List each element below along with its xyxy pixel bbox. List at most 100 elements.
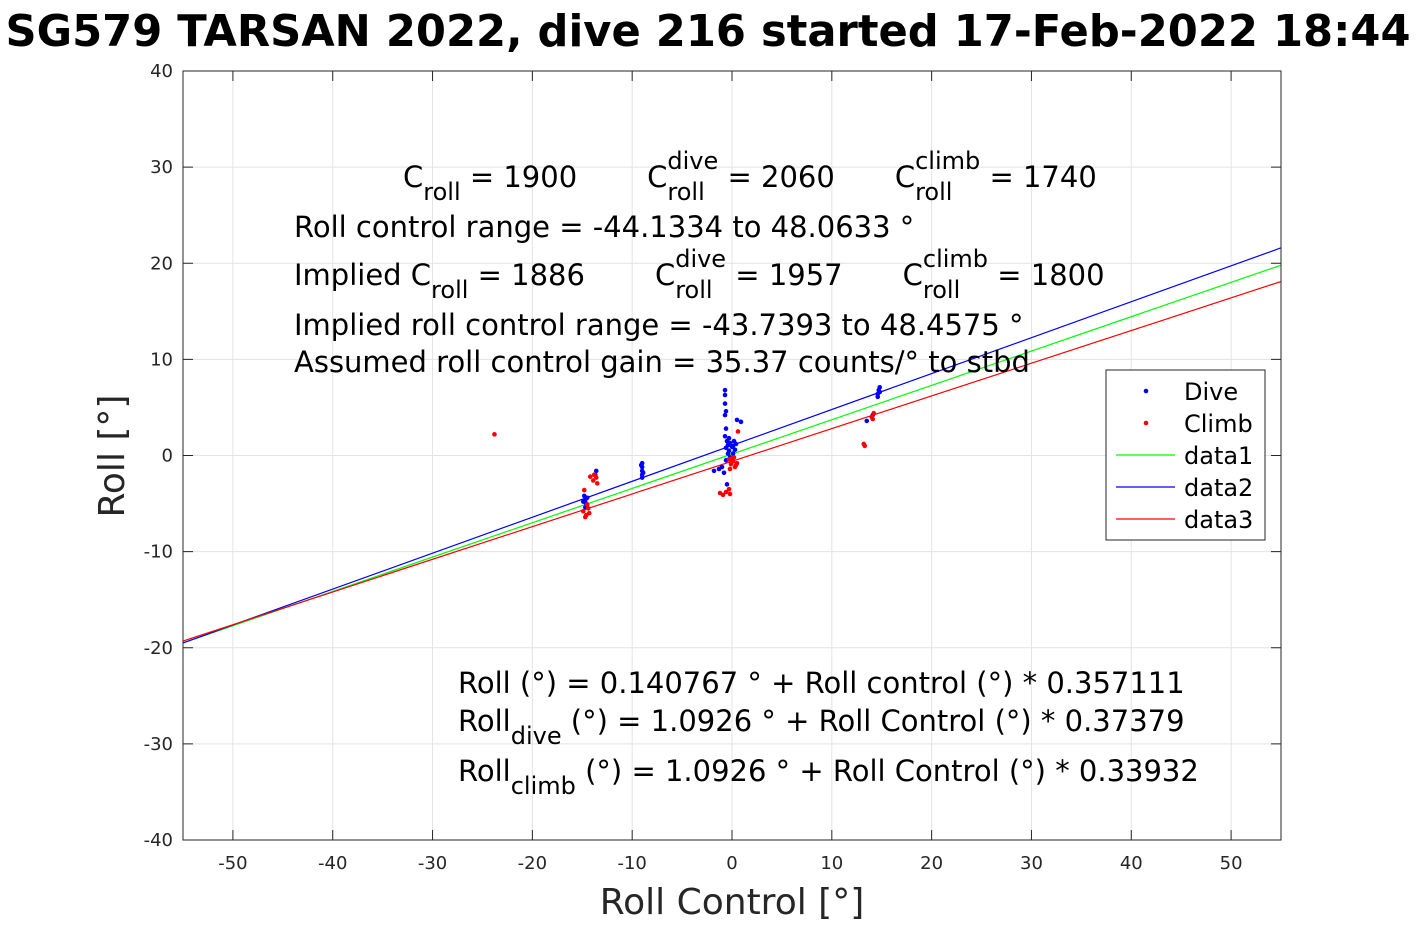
legend-label: data3 xyxy=(1184,506,1253,534)
annotation-part: C xyxy=(903,258,923,292)
dive-point xyxy=(722,401,728,406)
y-tick-label: 40 xyxy=(150,61,173,82)
annotation-implied: Implied Croll = 1886 Crolldive = 1957 Crol… xyxy=(294,245,1105,304)
legend-item: data2 xyxy=(1116,474,1253,502)
dive-point xyxy=(723,408,729,414)
climb-point xyxy=(492,432,497,437)
annotation-part: C xyxy=(647,160,667,194)
legend-label: data2 xyxy=(1184,474,1253,502)
x-tick-label: -20 xyxy=(518,853,547,874)
dive-point xyxy=(711,468,717,474)
annotation-part: C xyxy=(895,160,915,194)
climb-point xyxy=(727,466,733,472)
x-tick-label: 30 xyxy=(1020,853,1043,874)
dive-point xyxy=(725,451,731,456)
climb-point xyxy=(580,508,586,514)
dive-point xyxy=(864,418,870,424)
annotation-implied-range: Implied roll control range = -43.7393 to… xyxy=(294,308,1024,342)
x-tick-label: -10 xyxy=(617,853,646,874)
y-tick-label: 20 xyxy=(150,253,173,274)
dive-point xyxy=(719,464,725,470)
y-tick-label: 30 xyxy=(150,157,173,178)
y-tick-label: 10 xyxy=(150,349,173,370)
climb-point xyxy=(733,462,739,468)
climb-point xyxy=(862,443,868,449)
annotation-part: C xyxy=(655,258,675,292)
legend-swatch xyxy=(1143,420,1149,426)
climb-point xyxy=(720,492,726,498)
climb-point xyxy=(586,510,592,516)
annotation-part: Roll xyxy=(458,754,511,788)
series-climb xyxy=(492,410,877,520)
x-tick-label: 10 xyxy=(820,853,843,874)
dive-point xyxy=(734,417,740,423)
y-tick-label: -30 xyxy=(144,734,173,755)
x-tick-label: 20 xyxy=(920,853,943,874)
dive-point xyxy=(730,451,736,456)
dive-point xyxy=(732,447,738,453)
climb-point xyxy=(590,478,596,483)
dive-point xyxy=(727,440,733,446)
annotation-fit-dive: Rolldive (°) = 1.0926 ° + Roll Control (… xyxy=(458,704,1185,750)
climb-point xyxy=(723,489,729,495)
dive-point xyxy=(580,499,586,504)
climb-point xyxy=(587,474,593,479)
annotation-gain: Assumed roll control gain = 35.37 counts… xyxy=(294,345,1030,379)
legend-label: Dive xyxy=(1184,378,1238,406)
climb-point xyxy=(871,410,877,416)
dive-point xyxy=(639,475,645,480)
climb-point xyxy=(594,481,600,486)
y-tick-label: -20 xyxy=(144,638,173,659)
annotation-part: roll xyxy=(423,178,460,206)
climb-point xyxy=(585,506,591,511)
annotation-part: = 2060 xyxy=(718,160,835,194)
annotation-part: Implied roll control range = -43.7393 to… xyxy=(294,308,1024,342)
x-tick-label: -50 xyxy=(218,853,247,874)
dive-point xyxy=(640,470,646,476)
y-axis-label: Roll [°] xyxy=(92,395,133,518)
annotation-part: (°) = 1.0926 ° + Roll Control (°) * 0.33… xyxy=(576,754,1199,788)
annotation-part: climb xyxy=(923,245,988,273)
climb-point xyxy=(729,456,735,461)
annotation-part: roll xyxy=(667,178,704,206)
dive-point xyxy=(723,445,729,451)
dive-point xyxy=(584,495,590,501)
dive-point xyxy=(738,419,744,425)
climb-point xyxy=(735,429,741,434)
climb-point xyxy=(591,472,597,478)
y-tick-label: -40 xyxy=(144,830,173,851)
x-tick-label: 0 xyxy=(726,853,737,874)
annotation-part: = 1800 xyxy=(988,258,1105,292)
climb-point xyxy=(726,486,732,492)
dive-point xyxy=(875,394,881,400)
annotation-part: C xyxy=(403,160,423,194)
dive-point xyxy=(877,384,883,390)
climb-point xyxy=(582,514,588,520)
dive-point xyxy=(722,433,728,439)
x-tick-label: -40 xyxy=(318,853,347,874)
annotation-fit-climb: Rollclimb (°) = 1.0926 ° + Roll Control … xyxy=(458,754,1199,800)
annotation-part: climb xyxy=(915,147,980,175)
dive-point xyxy=(638,462,644,468)
x-axis-ticks: -50 -40 -30 -20 -10 0 10 20 30 40 50 xyxy=(218,71,1243,874)
climb-point xyxy=(581,487,587,493)
dive-point xyxy=(723,426,729,431)
climb-point xyxy=(870,416,876,422)
legend-item: data1 xyxy=(1116,442,1253,470)
annotation-part: = 1957 xyxy=(726,258,843,292)
y-tick-label: 0 xyxy=(162,446,173,467)
annotation-part: Implied C xyxy=(294,258,431,292)
annotation-part: Roll xyxy=(458,704,511,738)
data-points xyxy=(492,384,883,520)
x-tick-label: 50 xyxy=(1220,853,1243,874)
legend-item: Climb xyxy=(1143,410,1253,438)
dive-point xyxy=(730,443,736,449)
dive-point xyxy=(877,389,883,395)
chart-title: SG579 TARSAN 2022, dive 216 started 17-F… xyxy=(6,6,1411,57)
y-axis-ticks: 40 30 20 10 0 -10 -20 -30 -40 xyxy=(144,61,1281,851)
annotation-coef: Croll = 1900 Croll dive = 2060 Croll climb =… xyxy=(403,147,1097,206)
annotation-part: dive xyxy=(667,147,718,175)
dive-point xyxy=(722,392,728,398)
annotation-part: dive xyxy=(511,722,562,750)
dive-point xyxy=(722,387,728,393)
